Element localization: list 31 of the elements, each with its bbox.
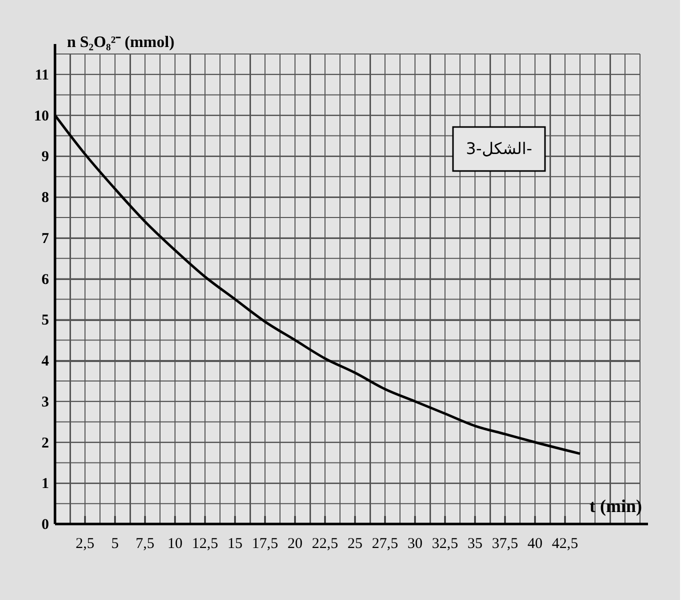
y-tick-label: 2 bbox=[42, 435, 49, 452]
x-tick-label: 20 bbox=[288, 536, 302, 552]
x-tick-label: 30 bbox=[408, 536, 422, 552]
y-tick-label: 10 bbox=[34, 108, 49, 124]
y-tick-label: 0 bbox=[42, 517, 49, 533]
x-tick-label: 15 bbox=[228, 536, 242, 552]
annotation: الشكل-3- bbox=[466, 139, 532, 158]
x-tick-label: 42,5 bbox=[552, 536, 578, 552]
x-tick-label: 37,5 bbox=[492, 536, 518, 552]
y-tick-label: 7 bbox=[42, 230, 50, 247]
x-tick-label: 27,5 bbox=[372, 536, 398, 552]
y-tick-label: 3 bbox=[42, 394, 49, 410]
y-tick-label: 4 bbox=[42, 354, 50, 370]
x-tick-label: 7,5 bbox=[136, 536, 154, 552]
x-tick-label: 17,5 bbox=[252, 536, 278, 552]
y-tick-label: 11 bbox=[34, 67, 49, 84]
y-tick-label: 5 bbox=[42, 312, 49, 329]
y-tick-label: 6 bbox=[42, 272, 50, 288]
y-tick-label: 9 bbox=[42, 149, 49, 166]
x-tick-label: 35 bbox=[468, 536, 482, 552]
x-tick-label: 5 bbox=[111, 536, 119, 552]
x-tick-label: 2,5 bbox=[76, 536, 94, 552]
x-tick-label: 10 bbox=[168, 536, 182, 552]
x-tick-label: 32,5 bbox=[432, 536, 458, 552]
x-tick-label: 12,5 bbox=[192, 536, 218, 552]
y-axis-title: n S₂O₈²⁻ (mmol) bbox=[67, 34, 174, 51]
y-tick-label: 1 bbox=[42, 476, 49, 492]
x-tick-label: 40 bbox=[528, 536, 542, 552]
y-tick-label: 8 bbox=[42, 190, 49, 206]
x-tick-label: 22,5 bbox=[312, 536, 338, 552]
x-tick-label: 25 bbox=[348, 536, 362, 552]
